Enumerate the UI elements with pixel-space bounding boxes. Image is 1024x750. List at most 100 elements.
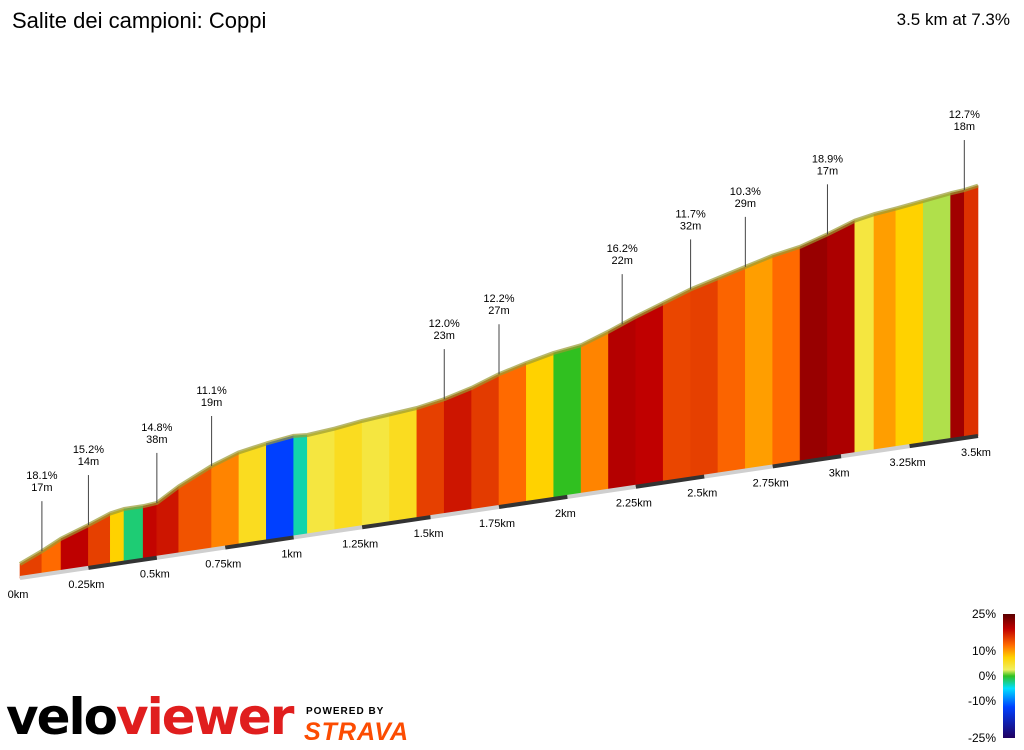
x-tick-label: 2.5km [687, 488, 717, 500]
climb-summary: 3.5 km at 7.3% [896, 10, 1010, 29]
x-tick-label: 2km [555, 508, 576, 520]
x-tick-label: 1.5km [414, 528, 444, 540]
annotation-length: 38m [146, 434, 167, 446]
profile-segment [662, 288, 691, 484]
annotation-gradient: 11.7% [675, 208, 706, 220]
annotation-length: 17m [31, 482, 52, 494]
profile-segment [950, 189, 965, 441]
profile-segment [471, 373, 500, 512]
x-tick-label: 3km [829, 467, 850, 479]
annotation-gradient: 18.1% [26, 470, 57, 482]
profile-segment [389, 407, 418, 524]
profile-segment [416, 398, 445, 520]
axis-segment [224, 535, 295, 550]
annotation-length: 29m [735, 198, 756, 210]
axis-segment [19, 565, 89, 580]
profile-segment [922, 192, 951, 445]
scale-tick-label: -10% [968, 694, 996, 708]
profile-segment [361, 414, 390, 528]
annotation-gradient: 15.2% [73, 444, 104, 456]
axis-segment [293, 525, 363, 540]
profile-segment [827, 220, 856, 459]
page-title: Salite dei campioni: Coppi [12, 8, 267, 33]
axis-segment [567, 484, 637, 499]
profile-segment [526, 352, 555, 504]
profile-segment [873, 208, 897, 452]
profile-segment [307, 428, 336, 536]
axis-segment [430, 505, 500, 520]
x-tick-label: 1.25km [342, 538, 378, 550]
annotation-gradient: 12.2% [483, 293, 514, 305]
annotation-length: 19m [201, 397, 222, 409]
x-tick-label: 1.75km [479, 518, 515, 530]
profile-segment [895, 200, 924, 449]
x-tick-label: 0.25km [68, 579, 104, 591]
annotation-gradient: 16.2% [607, 243, 638, 255]
axis-segment [909, 434, 979, 449]
annotation-length: 17m [817, 165, 838, 177]
annotation-gradient: 14.8% [141, 422, 172, 434]
profile-segment [334, 420, 363, 532]
strava-logo: STRAVA [304, 718, 410, 746]
profile-segment [238, 443, 267, 546]
axis-segment [635, 474, 705, 489]
axis-segment [772, 454, 842, 469]
logo-viewer-text: viewer [116, 688, 294, 746]
x-tick-label: 1km [281, 548, 302, 560]
profile-segment [443, 387, 472, 516]
annotation-length: 23m [434, 330, 455, 342]
scale-tick-label: 10% [972, 644, 996, 658]
axis-segment [703, 464, 774, 479]
axis-segment [361, 515, 431, 530]
gradient-color-scale [1003, 614, 1015, 738]
profile-top-edge [18, 183, 979, 566]
x-tick-label: 3.25km [890, 457, 926, 469]
profile-segment [110, 508, 125, 565]
profile-segment [717, 266, 746, 475]
profile-segment [745, 255, 774, 471]
profile-segment [178, 465, 212, 555]
profile-segment [608, 316, 637, 492]
annotation-length: 22m [611, 255, 632, 267]
annotation-gradient: 11.1% [196, 385, 227, 397]
annotation-gradient: 12.7% [949, 109, 980, 121]
profile-segment [964, 185, 979, 439]
scale-tick-label: -25% [968, 731, 996, 745]
profile-segment [854, 213, 875, 455]
profile-segment [498, 362, 527, 508]
profile-segment [799, 233, 828, 463]
axis-segment [840, 444, 910, 459]
x-tick-label: 3.5km [961, 447, 991, 459]
axis-segment [88, 555, 158, 570]
annotation-gradient: 10.3% [730, 186, 761, 198]
annotation-length: 14m [78, 456, 99, 468]
x-tick-label: 2.75km [753, 477, 789, 489]
profile-segment [580, 331, 609, 496]
x-tick-label: 2.25km [616, 498, 652, 510]
annotation-gradient: 12.0% [429, 318, 460, 330]
profile-segment [635, 302, 664, 488]
annotation-length: 18m [954, 121, 975, 133]
profile-segment [142, 502, 158, 561]
profile-segment [553, 344, 582, 500]
profile-segment [266, 435, 295, 542]
x-tick-label: 0.75km [205, 559, 241, 571]
x-tick-label: 0km [8, 589, 29, 601]
powered-by-label: POWERED BY [306, 706, 385, 717]
scale-tick-label: 0% [979, 669, 997, 683]
scale-tick-label: 25% [972, 607, 996, 621]
annotation-gradient: 18.9% [812, 153, 843, 165]
annotation-length: 32m [680, 220, 701, 232]
profile-segment [211, 451, 240, 550]
profile-segment [772, 246, 801, 467]
profile-segment [690, 277, 719, 479]
veloviewer-logo: veloviewer [6, 688, 294, 746]
profile-segment [123, 505, 144, 563]
profile-segment [293, 434, 308, 538]
axis-segment [156, 545, 226, 560]
logo-velo-text: velo [6, 688, 118, 746]
x-tick-label: 0.5km [140, 569, 170, 581]
axis-segment [498, 494, 568, 509]
annotation-length: 27m [488, 305, 509, 317]
